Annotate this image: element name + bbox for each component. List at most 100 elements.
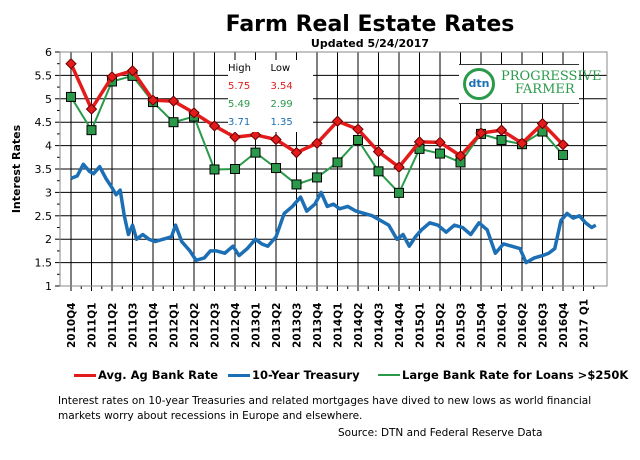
x-tick-label: 2013Q2: [271, 303, 283, 348]
y-tick-label: 1: [45, 280, 52, 293]
chart-subtitle: Updated 5/24/2017: [310, 37, 430, 50]
marker-ag-bank-rate: [208, 120, 221, 132]
marker-ag-bank-rate: [65, 57, 77, 70]
dtn-progressive-farmer-logo: dtn PROGRESSIVE FARMER: [459, 64, 601, 104]
x-tick-label: 2011Q4: [148, 303, 160, 348]
marker-ag-bank-rate: [331, 115, 344, 127]
marker-ag-bank-rate: [434, 136, 446, 149]
marker-ag-bank-rate: [290, 146, 303, 159]
marker-ag-bank-rate: [495, 124, 508, 136]
marker-ag-bank-rate: [126, 65, 139, 77]
legend-label: Large Bank Rate for Loans >$250K: [402, 368, 629, 382]
y-tick-label: 4: [45, 140, 52, 153]
y-tick-label: 5.5: [35, 69, 53, 82]
high-header: High: [228, 63, 251, 74]
x-tick-label: 2011Q2: [107, 303, 119, 348]
x-tick-label: 2016Q3: [538, 303, 550, 348]
marker-large-bank-rate: [271, 163, 281, 174]
marker-ag-bank-rate: [393, 161, 405, 173]
x-tick-label: 2016Q1: [497, 303, 509, 348]
y-tick-label: 6: [45, 46, 52, 59]
y-axis-label: Interest Rates: [10, 124, 23, 213]
x-tick-label: 2015Q4: [476, 303, 488, 348]
marker-large-bank-rate: [394, 187, 404, 198]
ag-low: 3.54: [270, 81, 293, 92]
x-tick-label: 2010Q4: [66, 303, 78, 348]
marker-large-bank-rate: [373, 166, 384, 177]
treasury-high: 3.71: [228, 117, 251, 128]
marker-large-bank-rate: [312, 172, 322, 183]
marker-ag-bank-rate: [147, 94, 159, 106]
x-tick-label: 2015Q1: [415, 303, 427, 348]
x-tick-label: 2015Q2: [435, 303, 447, 348]
marker-ag-bank-rate: [475, 127, 487, 139]
y-tick-label: 2.5: [35, 210, 53, 223]
marker-ag-bank-rate: [372, 145, 385, 158]
high-low-table: High Low 5.75 3.54 5.49 2.99 3.71 1.35: [228, 60, 313, 132]
x-tick-label: 2016Q2: [517, 303, 529, 348]
x-tick-label: 2011Q1: [87, 303, 99, 348]
y-tick-label: 4.5: [35, 116, 53, 129]
marker-large-bank-rate: [86, 125, 97, 136]
marker-large-bank-rate: [230, 164, 240, 174]
x-tick-label: 2014Q1: [333, 303, 345, 348]
legend-item-large-bank-rate: Large Bank Rate for Loans >$250K: [378, 368, 628, 382]
marker-large-bank-rate: [353, 134, 363, 145]
marker-ag-bank-rate: [454, 150, 467, 162]
dtn-logo-mark: dtn: [463, 68, 495, 100]
ag-high: 5.75: [228, 81, 251, 92]
chart-title: Farm Real Estate Rates: [225, 12, 515, 37]
large-high: 5.49: [228, 99, 251, 110]
marker-large-bank-rate: [291, 179, 302, 190]
chart-caption: Interest rates on 10-year Treasuries and…: [58, 395, 592, 422]
marker-ag-bank-rate: [557, 138, 569, 151]
marker-ag-bank-rate: [352, 123, 364, 135]
y-tick-label: 1.5: [35, 257, 53, 270]
marker-large-bank-rate: [496, 134, 507, 145]
x-tick-label: 2016Q4: [558, 303, 570, 348]
x-tick-label: 2012Q3: [210, 303, 222, 348]
marker-ag-bank-rate: [85, 103, 98, 115]
legend-label: 10-Year Treasury: [252, 368, 360, 382]
y-tick-label: 3: [45, 186, 52, 199]
x-tick-label: 2014Q2: [353, 303, 365, 348]
chart-source: Source: DTN and Federal Reserve Data: [338, 427, 543, 439]
legend-swatch-red: [74, 373, 96, 377]
marker-ag-bank-rate: [229, 131, 241, 143]
marker-large-bank-rate: [168, 117, 179, 128]
x-tick-label: 2017 Q1: [579, 299, 591, 348]
treasury-low: 1.35: [270, 117, 293, 128]
large-low: 2.99: [270, 99, 293, 110]
marker-ag-bank-rate: [249, 129, 262, 141]
marker-ag-bank-rate: [536, 117, 549, 130]
x-tick-label: 2012Q4: [230, 303, 242, 348]
marker-ag-bank-rate: [413, 136, 426, 148]
marker-large-bank-rate: [558, 149, 568, 160]
marker-ag-bank-rate: [270, 133, 282, 146]
legend-swatch-green: [378, 374, 400, 376]
x-tick-label: 2011Q3: [128, 303, 140, 348]
x-tick-label: 2012Q2: [189, 303, 201, 348]
x-tick-label: 2013Q3: [292, 303, 304, 348]
legend-label: Avg. Ag Bank Rate: [98, 368, 219, 382]
legend-swatch-blue: [228, 373, 250, 377]
y-tick-label: 5: [45, 93, 52, 106]
marker-large-bank-rate: [435, 148, 445, 159]
x-tick-label: 2014Q4: [394, 303, 406, 348]
legend-item-ag-bank-rate: Avg. Ag Bank Rate: [74, 368, 218, 382]
x-tick-label: 2014Q3: [374, 303, 386, 348]
marker-ag-bank-rate: [188, 107, 200, 119]
series-line-10-year-treasury: [70, 162, 597, 265]
marker-large-bank-rate: [66, 91, 76, 102]
y-tick-label: 3.5: [35, 163, 53, 176]
x-tick-label: 2012Q1: [169, 303, 181, 348]
marker-large-bank-rate: [209, 164, 220, 175]
marker-ag-bank-rate: [167, 95, 180, 107]
y-tick-label: 2: [45, 233, 52, 246]
legend-item-treasury: 10-Year Treasury: [228, 368, 360, 382]
marker-large-bank-rate: [332, 157, 343, 168]
marker-ag-bank-rate: [516, 137, 528, 149]
x-tick-label: 2013Q1: [251, 303, 263, 348]
